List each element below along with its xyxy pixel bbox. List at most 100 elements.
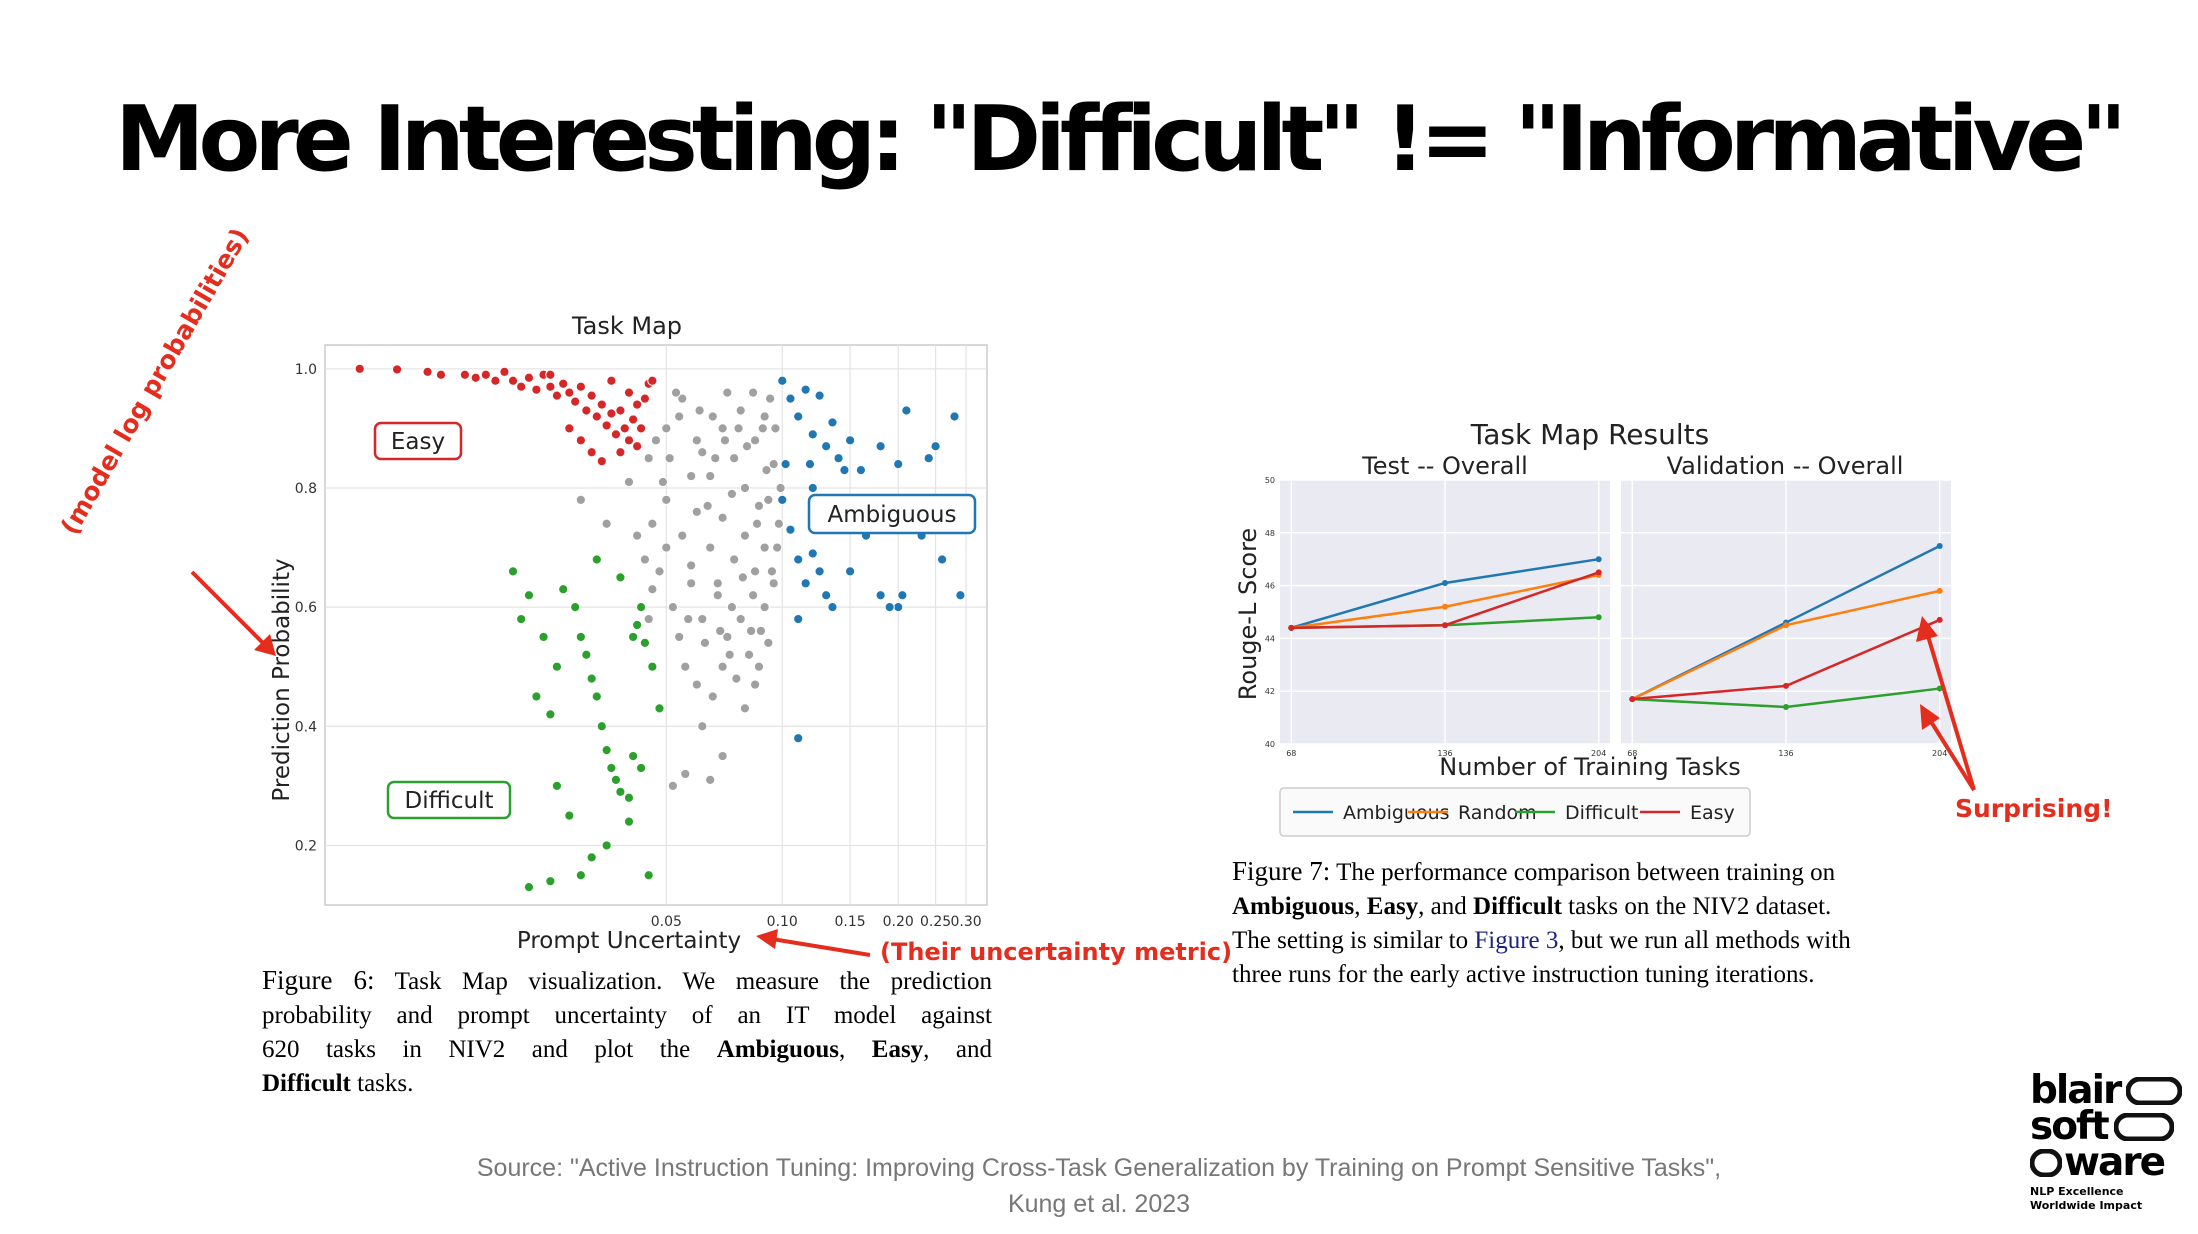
scatter-point-easy xyxy=(545,369,556,380)
scatter-point-easy xyxy=(610,429,622,440)
scatter-point-ambiguous xyxy=(800,578,811,589)
y-axis-label: Rouge-L Score xyxy=(1234,528,1262,700)
scatter-point-other xyxy=(717,661,728,672)
scatter-point-other xyxy=(749,566,761,577)
scatter-point-easy xyxy=(531,384,542,395)
scatter-point-other xyxy=(729,453,740,464)
series-point-easy xyxy=(1783,682,1789,689)
scatter-point-other xyxy=(707,691,718,702)
scatter-point-other xyxy=(741,441,753,452)
scatter-point-other xyxy=(575,494,586,505)
scatter-point-other xyxy=(726,602,737,613)
scatter-point-other xyxy=(705,470,716,482)
scatter-point-ambiguous xyxy=(821,441,832,452)
scatter-point-ambiguous xyxy=(793,554,804,565)
scatter-point-ambiguous xyxy=(930,441,941,452)
x-axis-label: Number of Training Tasks xyxy=(1439,753,1740,781)
scatter-point-other xyxy=(755,625,766,637)
logo-pill-icon xyxy=(2030,1149,2062,1177)
scatter-point-easy xyxy=(586,447,597,458)
scatter-point-other xyxy=(705,542,716,553)
scatter-point-other xyxy=(707,411,718,422)
scatter-point-easy xyxy=(591,411,602,422)
scatter-point-other xyxy=(705,774,716,785)
scatter-point-ambiguous xyxy=(839,465,850,476)
scatter-point-other xyxy=(733,423,744,434)
scatter-point-ambiguous xyxy=(937,554,948,565)
scatter-point-other xyxy=(680,768,691,780)
scatter-point-other xyxy=(680,661,691,672)
scatter-point-other xyxy=(751,518,763,529)
scatter-point-ambiguous xyxy=(793,411,804,422)
scatter-point-other xyxy=(759,602,770,613)
scatter-point-easy xyxy=(523,372,535,383)
scatter-point-easy xyxy=(551,390,563,401)
scatter-point-other xyxy=(677,530,688,541)
scatter-point-other xyxy=(763,637,774,648)
scatter-point-difficult xyxy=(551,661,563,672)
scatter-point-other xyxy=(761,465,772,476)
scatter-point-other xyxy=(722,387,733,398)
surprising-annotation: Surprising! xyxy=(1955,794,2113,823)
series-point-easy xyxy=(1595,569,1602,576)
scatter-point-easy xyxy=(615,447,626,458)
scatter-point-ambiguous xyxy=(777,375,788,386)
scatter-point-other xyxy=(654,566,665,577)
scatter-point-easy xyxy=(632,399,643,410)
scatter-point-difficult xyxy=(591,691,602,702)
scatter-point-difficult xyxy=(623,792,635,803)
scatter-point-ambiguous xyxy=(923,453,934,464)
scatter-point-other xyxy=(632,530,643,541)
arrow-icon xyxy=(1916,616,1976,792)
scatter-point-difficult xyxy=(654,703,665,714)
scatter-point-ambiguous xyxy=(884,602,895,613)
scatter-point-other xyxy=(697,447,708,458)
x-tick-label: 0.30 xyxy=(950,914,981,930)
svg-text:Ambiguous: Ambiguous xyxy=(828,502,957,528)
scatter-point-difficult xyxy=(507,566,519,577)
scatter-point-other xyxy=(726,488,737,500)
x-tick-label: 0.10 xyxy=(767,914,798,930)
scatter-point-other xyxy=(677,393,688,404)
scatter-point-difficult xyxy=(628,750,639,762)
figure-3-link[interactable]: Figure 3 xyxy=(1474,927,1559,954)
scatter-point-difficult xyxy=(639,637,651,648)
scatter-point-difficult xyxy=(628,631,639,643)
scatter-point-other xyxy=(691,679,702,690)
scatter-point-difficult xyxy=(586,852,597,863)
scatter-point-easy xyxy=(422,366,433,377)
scatter-point-ambiguous xyxy=(855,465,866,476)
scatter-point-other xyxy=(739,530,751,541)
scatter-point-difficult xyxy=(601,840,612,851)
series-point-random xyxy=(1783,622,1789,629)
series-point-easy xyxy=(1936,616,1943,623)
scatter-point-easy xyxy=(507,375,519,386)
scatter-point-other xyxy=(712,578,723,589)
x-axis-label: Prompt Uncertainty xyxy=(517,928,741,954)
scatter-point-easy xyxy=(639,393,651,404)
difficult-region-label: Difficult xyxy=(386,780,512,820)
scatter-point-ambiguous xyxy=(875,590,886,601)
scatter-point-ambiguous xyxy=(845,566,856,577)
svg-text:Easy: Easy xyxy=(391,429,445,455)
source-citation: Source: "Active Instruction Tuning: Impr… xyxy=(476,1154,1722,1218)
scatter-point-other xyxy=(694,405,705,416)
panel-title-test: Test -- Overall xyxy=(1361,452,1528,480)
scatter-point-difficult xyxy=(601,745,612,756)
legend-label-random: Random xyxy=(1458,802,1537,824)
series-point-easy xyxy=(1442,622,1448,629)
y-tick-label: 48 xyxy=(1265,529,1275,538)
scatter-point-other xyxy=(686,560,697,571)
scatter-point-easy xyxy=(596,399,607,410)
scatter-point-ambiguous xyxy=(785,393,796,404)
scatter-point-other xyxy=(731,673,742,684)
scatter-point-other xyxy=(699,637,711,648)
scatter-point-easy xyxy=(490,375,501,386)
series-point-easy xyxy=(1629,696,1636,703)
scatter-point-other xyxy=(667,780,678,791)
scatter-point-other xyxy=(735,405,746,416)
y-tick-label: 50 xyxy=(1265,476,1275,485)
scatter-point-ambiguous xyxy=(807,548,818,559)
y-tick-label: 42 xyxy=(1265,687,1275,696)
scatter-point-easy xyxy=(564,387,575,398)
